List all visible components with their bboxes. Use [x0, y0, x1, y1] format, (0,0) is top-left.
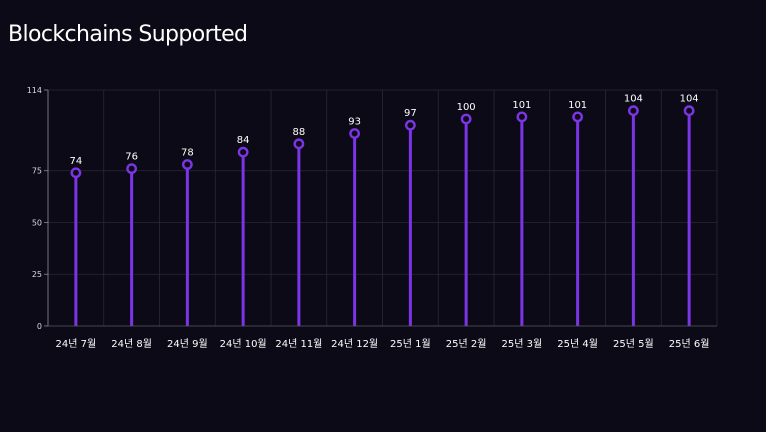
- data-point-marker: [460, 113, 472, 125]
- x-tick-label: 24년 8월: [111, 338, 152, 350]
- x-tick-label: 24년 11월: [275, 338, 322, 350]
- data-point-marker: [237, 146, 249, 158]
- x-tick-label: 25년 6월: [669, 338, 710, 350]
- chart-title: Blockchains Supported: [8, 22, 248, 47]
- data-label: 104: [624, 94, 643, 105]
- data-label: 100: [457, 102, 476, 113]
- data-point-marker: [627, 105, 639, 117]
- data-label: 84: [237, 135, 250, 146]
- data-label: 76: [125, 152, 138, 163]
- data-label: 74: [70, 156, 83, 167]
- x-tick-label: 25년 3월: [502, 338, 543, 350]
- y-axis: 0 25 50 75 114: [27, 86, 49, 331]
- data-point-marker: [70, 167, 82, 179]
- data-point-marker: [293, 138, 305, 150]
- y-tick-label: 114: [27, 86, 42, 95]
- stems-layer: 74 76 78 84 88 93 97 100 101 101 104 104: [70, 94, 699, 326]
- data-label: 104: [680, 94, 699, 105]
- x-tick-label: 24년 7월: [56, 338, 97, 350]
- x-tick-label: 25년 1월: [390, 338, 431, 350]
- data-point-marker: [349, 128, 361, 139]
- data-label: 97: [404, 108, 417, 119]
- data-label: 93: [348, 116, 361, 127]
- data-point-marker: [516, 111, 528, 123]
- data-label: 78: [181, 148, 194, 159]
- data-label: 88: [293, 127, 306, 138]
- x-tick-label: 25년 4월: [557, 338, 598, 350]
- y-tick-label: 0: [37, 322, 42, 331]
- data-label: 101: [568, 100, 587, 111]
- x-tick-label: 24년 9월: [167, 338, 208, 350]
- x-tick-label: 25년 2월: [446, 338, 487, 350]
- data-point-marker: [683, 105, 695, 117]
- x-axis: 24년 7월 24년 8월 24년 9월 24년 10월 24년 11월 24년 12월 2…: [48, 325, 717, 350]
- x-tick-label: 24년 10월: [220, 338, 267, 350]
- y-tick-label: 50: [32, 218, 42, 227]
- x-tick-label: 25년 5월: [613, 338, 654, 350]
- data-point-marker: [126, 163, 138, 175]
- grid-layer: [47, 89, 718, 326]
- data-label: 101: [512, 100, 531, 111]
- data-point-marker: [572, 111, 584, 123]
- y-tick-label: 25: [32, 270, 42, 279]
- data-point-marker: [404, 119, 416, 131]
- data-point-marker: [181, 159, 193, 170]
- x-tick-label: 24년 12월: [331, 338, 378, 350]
- y-tick-label: 75: [32, 167, 42, 176]
